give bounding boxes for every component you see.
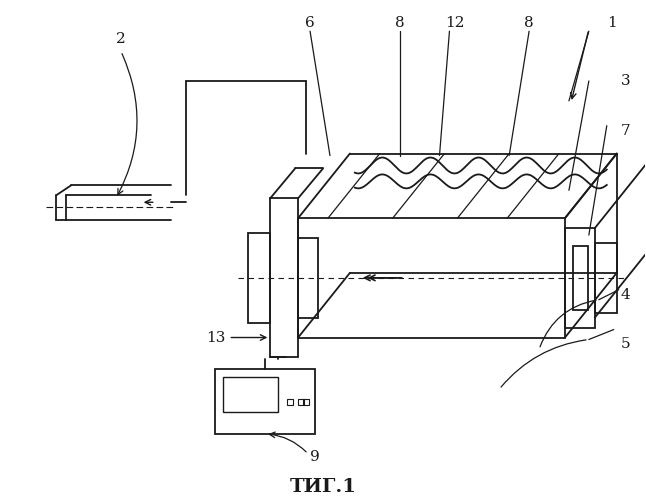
Bar [298, 218, 565, 338]
Bar [216, 370, 315, 434]
Text: 12: 12 [444, 16, 464, 30]
Text: 7: 7 [621, 124, 630, 138]
Text: 4: 4 [621, 288, 630, 302]
Bar [224, 378, 278, 412]
Text: 8: 8 [395, 16, 404, 30]
Text: 9: 9 [310, 450, 320, 464]
Text: ΤИГ.1: ΤИГ.1 [289, 478, 357, 496]
Bar [298, 238, 318, 318]
Text: 8: 8 [525, 16, 534, 30]
Bar [298, 399, 304, 405]
Bar [248, 233, 270, 322]
Bar [573, 246, 588, 310]
Bar [595, 243, 617, 312]
Bar [287, 399, 293, 405]
Bar [303, 399, 309, 405]
Bar [565, 228, 595, 328]
Text: 3: 3 [621, 74, 630, 88]
Text: 5: 5 [621, 338, 630, 351]
Text: 6: 6 [305, 16, 315, 30]
Bar [270, 198, 298, 358]
Text: 13: 13 [206, 330, 225, 344]
Text: 2: 2 [116, 32, 126, 46]
Text: 1: 1 [607, 16, 617, 30]
